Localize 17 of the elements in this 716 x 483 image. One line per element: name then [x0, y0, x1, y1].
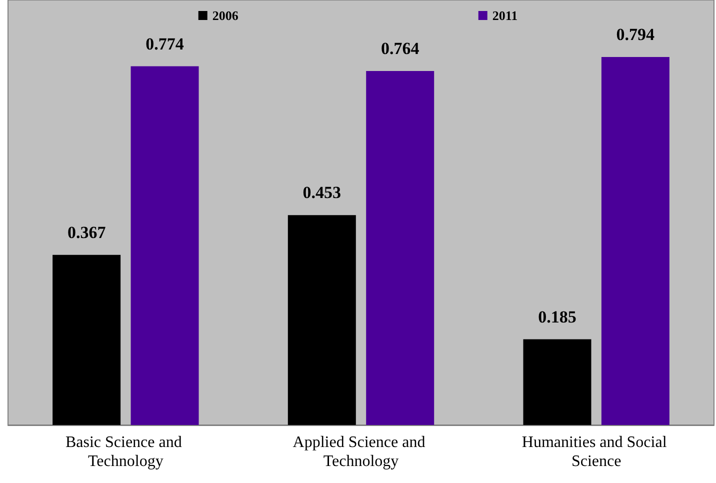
data-label: 0.453: [302, 183, 342, 202]
legend-label: 2006: [212, 8, 239, 23]
data-label: 0.185: [538, 307, 576, 326]
data-label: 0.774: [146, 34, 184, 54]
x-tick-label: Basic Science and Technology: [65, 434, 186, 470]
bar: [130, 66, 199, 425]
legend-label: 2011: [492, 8, 518, 23]
data-label: 0.367: [67, 222, 106, 242]
bar: [366, 70, 434, 425]
bar: [523, 339, 592, 425]
x-tick-label: Humanities and Social Science: [522, 434, 671, 470]
data-label: 0.764: [380, 38, 420, 58]
data-label: 0.794: [616, 25, 656, 44]
bar: [601, 57, 670, 425]
bar: [288, 215, 356, 425]
x-tick-label: Applied Science and Technology: [292, 434, 430, 470]
bar: [52, 254, 121, 425]
